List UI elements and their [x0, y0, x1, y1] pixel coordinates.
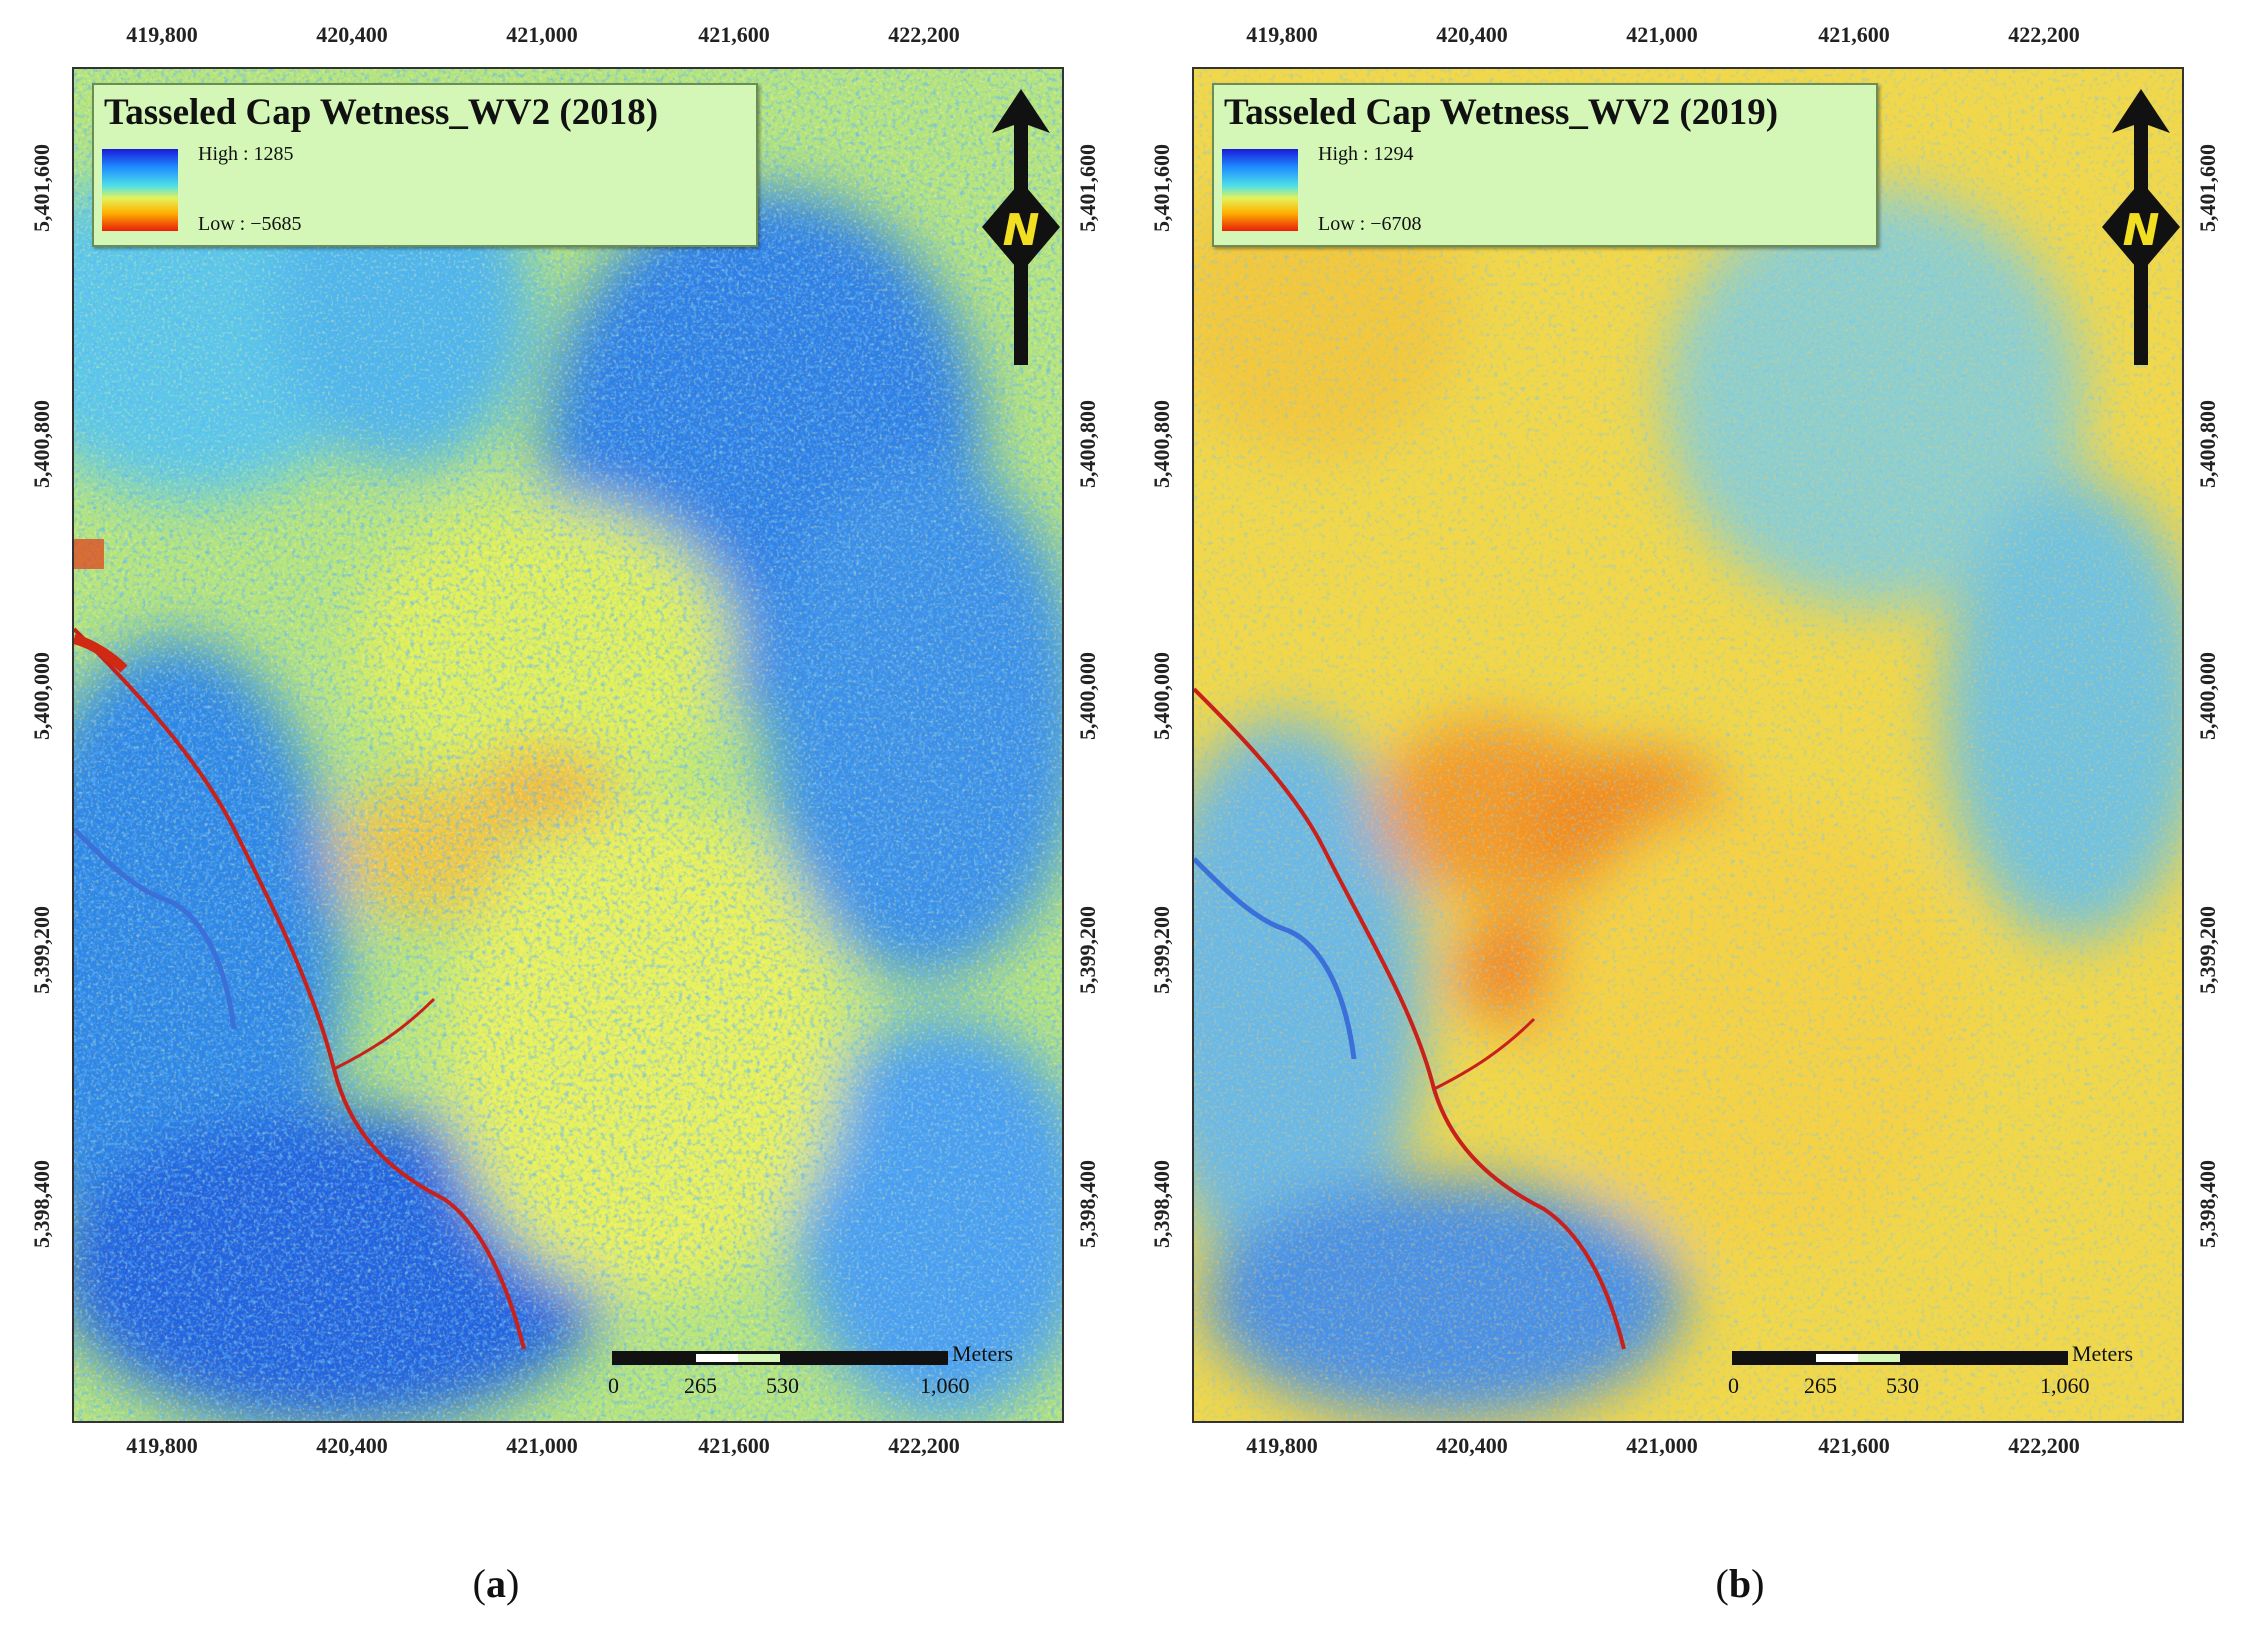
y-tick-right: 5,399,200 — [1075, 906, 1100, 994]
scale-label-265: 265 — [1804, 1373, 1837, 1398]
panel-b: Tasseled Cap Wetness_WV2 (2019) High : 1… — [1120, 0, 2220, 1628]
x-tick-bottom: 422,200 — [888, 1433, 960, 1458]
y-tick-right: 5,401,600 — [2195, 144, 2220, 232]
x-tick-top: 422,200 — [888, 22, 960, 47]
legend-low-value: Low : −5685 — [198, 213, 302, 235]
y-tick-right: 5,400,000 — [1075, 652, 1100, 740]
legend-title: Tasseled Cap Wetness_WV2 (2018) — [104, 92, 659, 133]
y-tick-right: 5,400,800 — [2195, 400, 2220, 488]
legend-box: Tasseled Cap Wetness_WV2 (2018) High : 1… — [92, 83, 758, 247]
north-arrow-icon: N — [2102, 89, 2180, 365]
scale-label-1060: 1,060 — [920, 1373, 970, 1398]
scale-label-1060: 1,060 — [2040, 1373, 2090, 1398]
north-arrow-icon: N — [982, 89, 1060, 365]
y-tick-left: 5,398,400 — [1149, 1160, 1174, 1248]
map-frame: Tasseled Cap Wetness_WV2 (2018) High : 1… — [72, 67, 1064, 1423]
x-tick-top: 421,600 — [698, 22, 770, 47]
y-tick-right: 5,398,400 — [2195, 1160, 2220, 1248]
panel-caption: (b) — [1715, 1561, 1765, 1606]
x-tick-bottom: 421,000 — [1626, 1433, 1698, 1458]
x-tick-top: 421,600 — [1818, 22, 1890, 47]
scale-bar: Meters 0 265 530 1,060 — [1728, 1341, 2152, 1407]
north-label: N — [1003, 205, 1040, 256]
scale-bar: Meters 0 265 530 1,060 — [608, 1341, 1032, 1407]
scale-label-0: 0 — [1728, 1373, 1739, 1398]
x-tick-bottom: 422,200 — [2008, 1433, 2080, 1458]
y-tick-left: 5,401,600 — [29, 144, 54, 232]
x-tick-top: 420,400 — [1436, 22, 1508, 47]
y-tick-left: 5,399,200 — [1149, 906, 1174, 994]
x-tick-top: 421,000 — [1626, 22, 1698, 47]
y-tick-left: 5,400,000 — [1149, 652, 1174, 740]
scale-unit: Meters — [952, 1341, 1014, 1366]
panel-caption: (a) — [472, 1561, 520, 1606]
color-ramp — [102, 149, 178, 231]
y-tick-right: 5,400,800 — [1075, 400, 1100, 488]
x-tick-bottom: 419,800 — [126, 1433, 198, 1458]
y-tick-right: 5,399,200 — [2195, 906, 2220, 994]
wetness-raster-map — [74, 69, 1062, 1421]
x-tick-top: 419,800 — [126, 22, 198, 47]
y-tick-left: 5,400,800 — [29, 400, 54, 488]
scale-label-530: 530 — [1886, 1373, 1919, 1398]
legend-box: Tasseled Cap Wetness_WV2 (2019) High : 1… — [1212, 83, 1878, 247]
legend-title: Tasseled Cap Wetness_WV2 (2019) — [1224, 92, 1779, 133]
north-label: N — [2123, 205, 2160, 256]
legend-high-value: High : 1294 — [1318, 143, 1414, 165]
panel-a: Tasseled Cap Wetness_WV2 (2018) High : 1… — [0, 0, 1100, 1628]
scale-label-265: 265 — [684, 1373, 717, 1398]
x-tick-top: 419,800 — [1246, 22, 1318, 47]
y-tick-right: 5,401,600 — [1075, 144, 1100, 232]
scale-label-530: 530 — [766, 1373, 799, 1398]
legend-low-value: Low : −6708 — [1318, 213, 1422, 235]
x-tick-bottom: 420,400 — [316, 1433, 388, 1458]
x-tick-bottom: 421,000 — [506, 1433, 578, 1458]
scale-label-0: 0 — [608, 1373, 619, 1398]
scale-unit: Meters — [2072, 1341, 2134, 1366]
y-tick-right: 5,398,400 — [1075, 1160, 1100, 1248]
scale-bar-graphic — [1732, 1351, 2068, 1365]
scale-bar-graphic — [612, 1351, 948, 1365]
y-tick-right: 5,400,000 — [2195, 652, 2220, 740]
x-tick-bottom: 421,600 — [1818, 1433, 1890, 1458]
x-tick-bottom: 419,800 — [1246, 1433, 1318, 1458]
map-frame: Tasseled Cap Wetness_WV2 (2019) High : 1… — [1192, 67, 2184, 1423]
color-ramp — [1222, 149, 1298, 231]
x-tick-top: 422,200 — [2008, 22, 2080, 47]
y-tick-left: 5,400,800 — [1149, 400, 1174, 488]
x-tick-bottom: 420,400 — [1436, 1433, 1508, 1458]
x-tick-top: 421,000 — [506, 22, 578, 47]
wetness-raster-map — [1194, 69, 2182, 1421]
y-tick-left: 5,399,200 — [29, 906, 54, 994]
y-tick-left: 5,398,400 — [29, 1160, 54, 1248]
x-tick-top: 420,400 — [316, 22, 388, 47]
y-tick-left: 5,401,600 — [1149, 144, 1174, 232]
legend-high-value: High : 1285 — [198, 143, 294, 165]
y-tick-left: 5,400,000 — [29, 652, 54, 740]
x-tick-bottom: 421,600 — [698, 1433, 770, 1458]
